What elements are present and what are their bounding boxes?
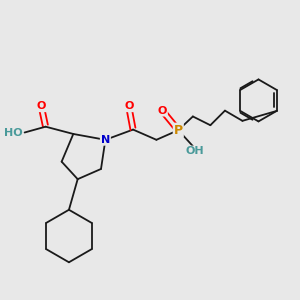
Text: O: O — [37, 101, 46, 111]
Text: O: O — [124, 101, 134, 111]
Text: HO: HO — [4, 128, 22, 137]
Text: O: O — [158, 106, 167, 116]
Text: OH: OH — [185, 146, 204, 157]
Text: N: N — [101, 135, 110, 145]
Text: P: P — [174, 124, 183, 137]
